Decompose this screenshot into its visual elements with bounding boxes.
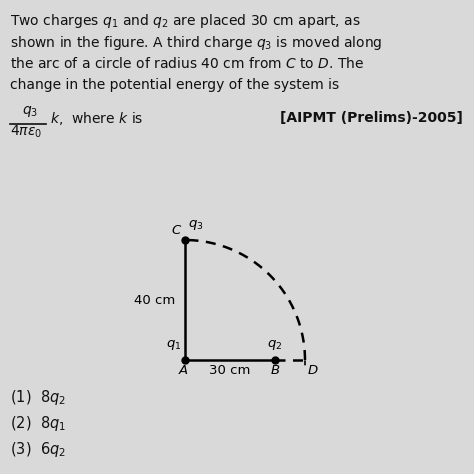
Text: $q_1$: $q_1$ bbox=[165, 338, 181, 352]
Text: $k$,  where $k$ is: $k$, where $k$ is bbox=[50, 109, 144, 127]
Text: $A$: $A$ bbox=[178, 364, 189, 377]
Text: (1)  $8q_2$: (1) $8q_2$ bbox=[10, 388, 66, 407]
Text: (3)  $6q_2$: (3) $6q_2$ bbox=[10, 440, 66, 459]
Text: $q_3$: $q_3$ bbox=[188, 218, 203, 232]
Text: $C$: $C$ bbox=[171, 224, 182, 237]
Text: $D$: $D$ bbox=[307, 364, 319, 377]
Text: the arc of a circle of radius 40 cm from $C$ to $D$. The: the arc of a circle of radius 40 cm from… bbox=[10, 56, 365, 71]
Text: $4\pi\varepsilon_0$: $4\pi\varepsilon_0$ bbox=[10, 124, 42, 140]
Text: shown in the figure. A third charge $q_3$ is moved along: shown in the figure. A third charge $q_3… bbox=[10, 34, 383, 52]
Text: change in the potential energy of the system is: change in the potential energy of the sy… bbox=[10, 78, 339, 92]
Text: $B$: $B$ bbox=[270, 364, 280, 377]
Text: $q_3$: $q_3$ bbox=[22, 104, 38, 119]
Text: $q_2$: $q_2$ bbox=[267, 338, 283, 352]
Text: [AIPMT (Prelims)-2005]: [AIPMT (Prelims)-2005] bbox=[280, 111, 463, 125]
Text: Two charges $q_1$ and $q_2$ are placed 30 cm apart, as: Two charges $q_1$ and $q_2$ are placed 3… bbox=[10, 12, 361, 30]
Text: 40 cm: 40 cm bbox=[134, 293, 175, 307]
Text: (2)  $8q_1$: (2) $8q_1$ bbox=[10, 414, 66, 433]
Text: 30 cm: 30 cm bbox=[210, 364, 251, 377]
